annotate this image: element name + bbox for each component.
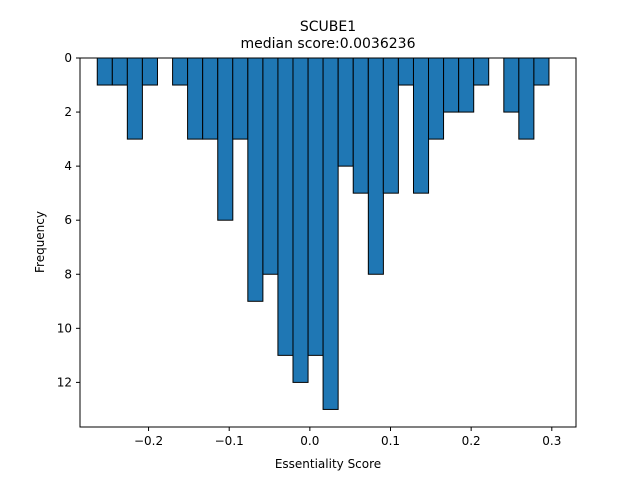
- histogram-bar: [337, 57, 354, 167]
- histogram-bar: [322, 57, 339, 410]
- histogram-bar: [232, 57, 249, 140]
- y-tick-label: 2: [64, 105, 72, 119]
- x-axis-label: Essentiality Score: [275, 457, 381, 471]
- y-tick-label: 12: [57, 375, 72, 389]
- y-axis-label: Frequency: [33, 211, 47, 273]
- histogram-bar: [217, 57, 234, 221]
- histogram-bars: [96, 57, 550, 410]
- histogram-bar: [141, 57, 158, 86]
- chart-title: SCUBE1: [300, 19, 356, 35]
- histogram-bar: [382, 57, 399, 194]
- x-tick-label: 0.0: [300, 434, 319, 448]
- axes-frame: [79, 57, 577, 428]
- histogram-bar: [96, 57, 113, 86]
- histogram-bar: [367, 57, 384, 275]
- histogram-bar: [427, 57, 445, 140]
- chart-subtitle: median score:0.0036236: [241, 36, 416, 52]
- histogram-bar: [352, 57, 369, 194]
- y-tick-label: 4: [64, 159, 72, 173]
- y-axis-ticks: 0 2 4 6 8 10 12: [57, 51, 80, 389]
- histogram-bar: [412, 57, 430, 194]
- histogram-bar: [262, 57, 279, 275]
- y-tick-label: 0: [64, 51, 72, 65]
- histogram-bar: [443, 57, 460, 113]
- y-tick-label: 8: [64, 267, 72, 281]
- histogram-bar: [533, 57, 550, 86]
- histogram-bar: [292, 57, 309, 383]
- histogram-bar: [473, 57, 490, 86]
- histogram-bar: [307, 57, 324, 356]
- histogram-bar: [202, 57, 219, 140]
- histogram-bar: [277, 57, 294, 356]
- histogram-bar: [172, 57, 189, 86]
- histogram-bar: [397, 57, 414, 86]
- histogram-bar: [247, 57, 264, 302]
- x-axis-ticks: −0.2 −0.1 0.0 0.1 0.2 0.3: [134, 427, 561, 448]
- histogram-bar: [503, 57, 520, 113]
- x-tick-label: 0.3: [542, 434, 561, 448]
- histogram-bar: [187, 57, 204, 140]
- x-tick-label: 0.2: [462, 434, 481, 448]
- histogram-bar: [126, 57, 143, 140]
- x-tick-label: 0.1: [381, 434, 400, 448]
- y-tick-label: 10: [57, 321, 72, 335]
- histogram-bar: [518, 57, 535, 140]
- histogram-bar: [458, 57, 475, 113]
- y-tick-label: 6: [64, 213, 72, 227]
- x-tick-label: −0.2: [134, 434, 163, 448]
- x-tick-label: −0.1: [215, 434, 244, 448]
- histogram-bar: [111, 57, 128, 86]
